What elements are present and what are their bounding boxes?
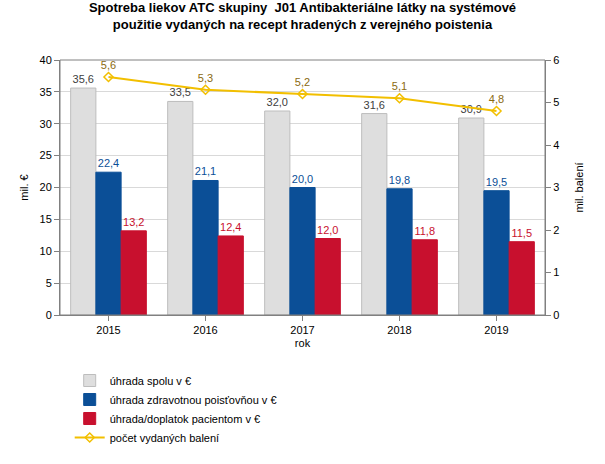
svg-text:32,0: 32,0 — [267, 96, 288, 108]
svg-text:2016: 2016 — [193, 324, 217, 336]
svg-text:2019: 2019 — [484, 324, 508, 336]
svg-text:úhrada/doplatok pacientom v €: úhrada/doplatok pacientom v € — [110, 413, 260, 425]
svg-text:31,6: 31,6 — [364, 99, 385, 111]
svg-text:2017: 2017 — [290, 324, 314, 336]
svg-text:40: 40 — [40, 54, 52, 66]
svg-text:3: 3 — [553, 181, 559, 193]
svg-text:15: 15 — [40, 213, 52, 225]
svg-text:rok: rok — [295, 337, 311, 349]
svg-text:11,5: 11,5 — [511, 227, 532, 239]
svg-text:2015: 2015 — [96, 324, 120, 336]
svg-text:22,4: 22,4 — [98, 157, 119, 169]
svg-text:35,6: 35,6 — [73, 73, 94, 85]
svg-text:mil. €: mil. € — [18, 174, 30, 200]
svg-text:2: 2 — [553, 224, 559, 236]
svg-text:5: 5 — [46, 277, 52, 289]
svg-text:5,2: 5,2 — [295, 76, 310, 88]
svg-text:počet vydaných balení: počet vydaných balení — [110, 432, 219, 444]
svg-text:úhrada spolu v €: úhrada spolu v € — [110, 375, 191, 387]
svg-text:20,0: 20,0 — [292, 173, 313, 185]
svg-text:úhrada zdravotnou poisťovňou v: úhrada zdravotnou poisťovňou v € — [110, 394, 277, 406]
svg-text:10: 10 — [40, 245, 52, 257]
svg-text:mil. balení: mil. balení — [573, 162, 585, 212]
svg-text:1: 1 — [553, 266, 559, 278]
svg-text:4: 4 — [553, 139, 559, 151]
svg-text:5: 5 — [553, 96, 559, 108]
svg-text:21,1: 21,1 — [195, 165, 216, 177]
svg-text:0: 0 — [46, 309, 52, 321]
svg-text:25: 25 — [40, 149, 52, 161]
svg-text:6: 6 — [553, 54, 559, 66]
svg-text:33,5: 33,5 — [170, 86, 191, 98]
svg-text:19,8: 19,8 — [389, 174, 410, 186]
svg-text:5,3: 5,3 — [198, 72, 213, 84]
svg-text:30: 30 — [40, 118, 52, 130]
svg-text:13,2: 13,2 — [123, 216, 144, 228]
svg-text:5,6: 5,6 — [101, 59, 116, 71]
svg-text:4,8: 4,8 — [489, 93, 504, 105]
svg-text:30,9: 30,9 — [461, 103, 482, 115]
svg-text:11,8: 11,8 — [414, 225, 435, 237]
svg-text:12,0: 12,0 — [317, 224, 338, 236]
svg-text:2018: 2018 — [387, 324, 411, 336]
svg-text:Spotreba liekov ATC skupiny J: Spotreba liekov ATC skupiny J01 Antibakt… — [89, 0, 516, 32]
svg-text:35: 35 — [40, 86, 52, 98]
svg-text:20: 20 — [40, 181, 52, 193]
svg-text:5,1: 5,1 — [392, 80, 407, 92]
svg-text:0: 0 — [553, 309, 559, 321]
svg-text:19,5: 19,5 — [486, 176, 507, 188]
svg-text:12,4: 12,4 — [220, 221, 241, 233]
